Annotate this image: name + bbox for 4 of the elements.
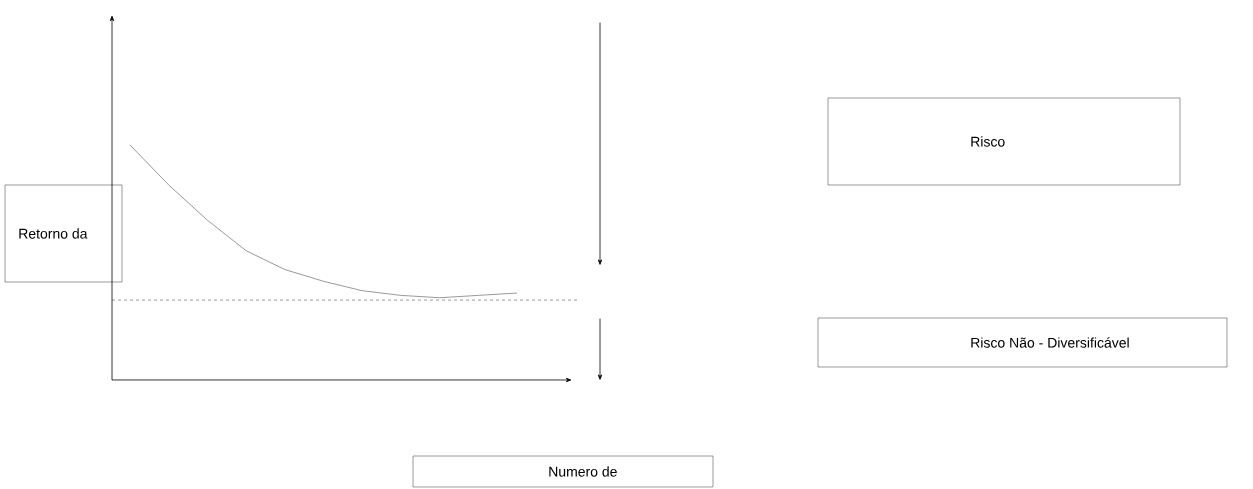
text: Risco [971, 136, 1005, 147]
text: Numero de [549, 466, 617, 477]
text: Retorno da [19, 228, 88, 239]
text: Risco Não - Diversificável [971, 337, 1129, 348]
